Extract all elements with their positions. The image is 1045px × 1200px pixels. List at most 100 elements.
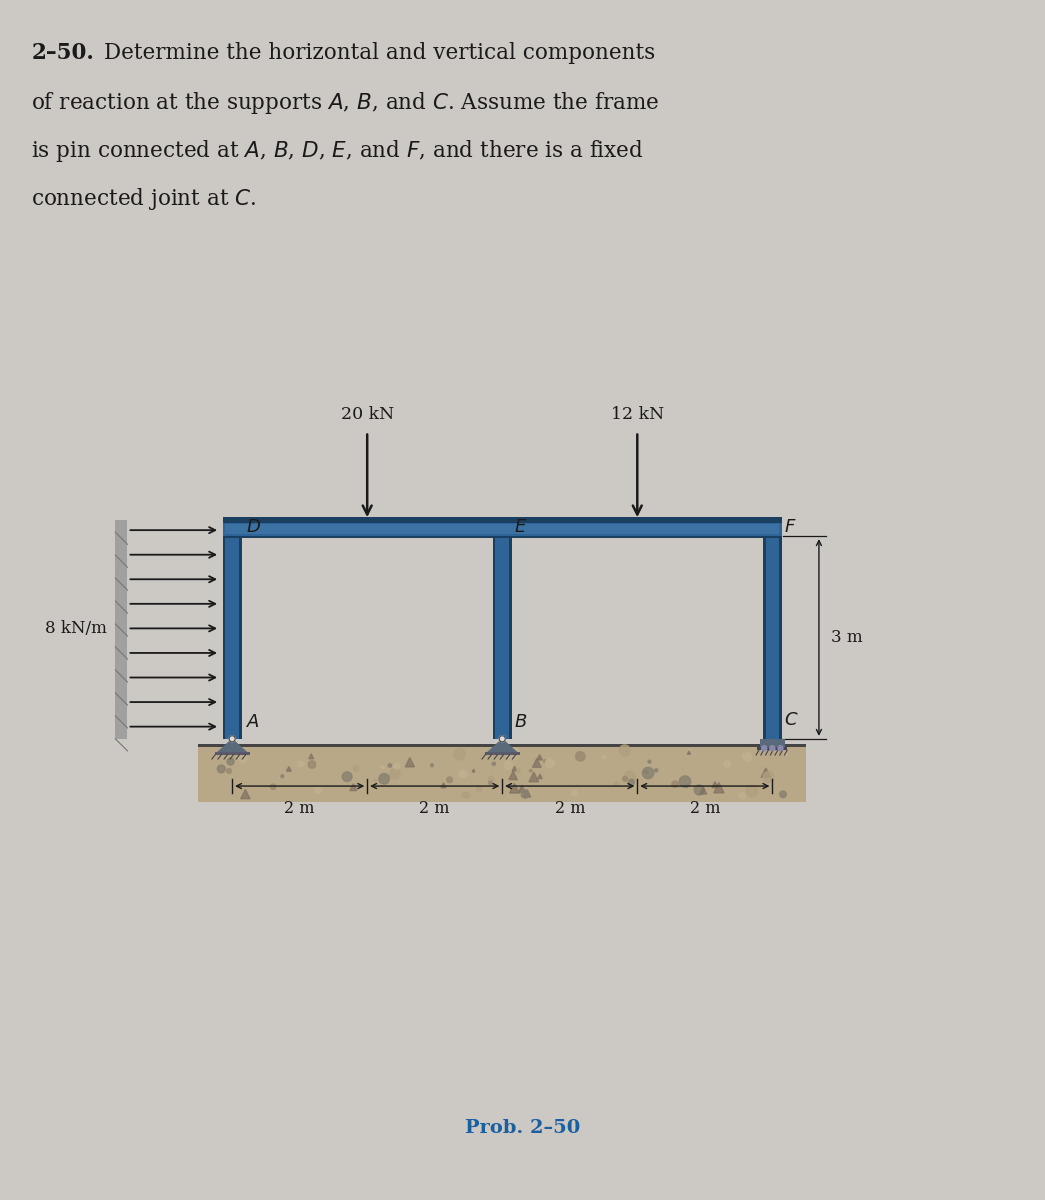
Bar [758, 746, 787, 750]
Text: Prob. 2–50: Prob. 2–50 [465, 1118, 580, 1138]
Text: Determine the horizontal and vertical components: Determine the horizontal and vertical co… [104, 42, 656, 64]
Bar [223, 520, 782, 536]
Circle shape [543, 760, 547, 763]
Circle shape [654, 769, 657, 772]
Bar [223, 536, 241, 739]
Polygon shape [240, 790, 250, 799]
Text: is pin connected at $A$, $B$, $D$, $E$, and $F$, and there is a fixed: is pin connected at $A$, $B$, $D$, $E$, … [31, 138, 644, 164]
Circle shape [620, 745, 630, 756]
Text: 2 m: 2 m [419, 799, 450, 816]
Polygon shape [509, 772, 517, 780]
Circle shape [521, 791, 529, 798]
Text: of reaction at the supports $A$, $B$, and $C$. Assume the frame: of reaction at the supports $A$, $B$, an… [31, 90, 659, 116]
Circle shape [298, 761, 303, 767]
Circle shape [576, 751, 585, 761]
Text: $D$: $D$ [246, 517, 260, 535]
Circle shape [679, 776, 691, 787]
Circle shape [463, 792, 469, 798]
Text: 2 m: 2 m [284, 799, 315, 816]
Bar [760, 739, 785, 749]
Text: 20 kN: 20 kN [341, 407, 394, 424]
Polygon shape [688, 751, 691, 755]
Circle shape [217, 764, 225, 773]
Circle shape [643, 767, 654, 779]
Circle shape [315, 786, 322, 793]
Circle shape [459, 770, 465, 778]
Circle shape [746, 785, 758, 797]
Text: 2–50.: 2–50. [31, 42, 94, 64]
Circle shape [431, 764, 434, 767]
Circle shape [394, 763, 399, 769]
Polygon shape [524, 790, 531, 797]
Circle shape [281, 775, 284, 778]
Circle shape [762, 745, 767, 751]
Circle shape [342, 772, 352, 781]
Circle shape [477, 786, 482, 791]
Circle shape [227, 769, 231, 773]
Circle shape [530, 769, 532, 772]
Bar [223, 536, 782, 539]
Polygon shape [700, 787, 706, 794]
Circle shape [374, 779, 376, 781]
Circle shape [229, 736, 235, 742]
Circle shape [572, 790, 577, 796]
Polygon shape [487, 739, 517, 752]
Circle shape [517, 769, 520, 773]
Bar [223, 517, 782, 520]
Bar [763, 536, 782, 739]
Circle shape [763, 772, 774, 782]
Circle shape [508, 748, 519, 760]
Text: 2 m: 2 m [690, 799, 720, 816]
Circle shape [628, 779, 634, 785]
Bar [485, 752, 519, 755]
Polygon shape [495, 746, 501, 751]
Circle shape [353, 766, 358, 772]
Circle shape [770, 745, 775, 751]
Text: connected joint at $C$.: connected joint at $C$. [31, 186, 257, 212]
Circle shape [379, 774, 390, 784]
Polygon shape [714, 782, 724, 793]
Text: $F$: $F$ [785, 517, 797, 535]
Bar [780, 536, 782, 739]
Bar [493, 536, 495, 739]
Bar [115, 520, 127, 739]
Circle shape [388, 763, 392, 767]
Circle shape [308, 761, 316, 768]
Circle shape [672, 781, 678, 787]
Circle shape [623, 776, 627, 781]
Circle shape [624, 772, 635, 784]
Text: $B$: $B$ [514, 713, 528, 731]
Polygon shape [350, 784, 356, 791]
Circle shape [648, 760, 651, 763]
Text: 12 kN: 12 kN [610, 407, 664, 424]
Circle shape [739, 793, 745, 799]
Circle shape [462, 792, 466, 797]
Circle shape [271, 784, 276, 790]
Bar [493, 536, 512, 739]
Circle shape [447, 776, 452, 782]
Polygon shape [472, 769, 475, 772]
Circle shape [454, 749, 465, 760]
Text: $C$: $C$ [785, 710, 799, 728]
Polygon shape [510, 784, 519, 793]
Circle shape [743, 752, 751, 761]
Polygon shape [405, 757, 415, 767]
Bar [509, 536, 512, 739]
Bar [239, 536, 241, 739]
Polygon shape [712, 781, 718, 787]
Text: 2 m: 2 m [555, 799, 585, 816]
Circle shape [780, 791, 786, 798]
Polygon shape [538, 774, 542, 779]
Circle shape [227, 758, 234, 766]
Polygon shape [686, 785, 688, 787]
Bar [223, 520, 782, 523]
Circle shape [777, 745, 783, 751]
Polygon shape [308, 754, 314, 758]
Bar [199, 744, 806, 746]
Circle shape [492, 762, 495, 766]
Circle shape [390, 769, 400, 779]
Bar [223, 536, 226, 739]
Polygon shape [529, 772, 539, 782]
Bar [199, 744, 806, 802]
Polygon shape [518, 785, 526, 792]
